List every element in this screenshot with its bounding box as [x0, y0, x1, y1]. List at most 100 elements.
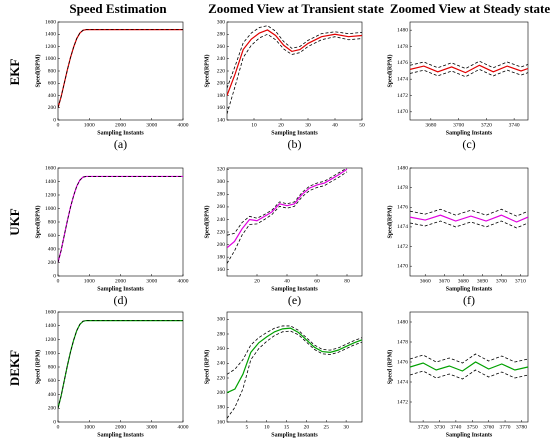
- x-tick-label: 2000: [115, 278, 126, 284]
- y-tick-label: 1478: [397, 339, 408, 345]
- y-tick-label: 1400: [45, 179, 56, 185]
- y-tick-label: 0: [53, 117, 56, 123]
- x-tick-label: 40: [332, 122, 338, 128]
- y-tick-label: 240: [217, 361, 226, 367]
- series-line: [227, 33, 362, 114]
- y-tick-label: 260: [217, 44, 226, 50]
- y-tick-label: 1476: [397, 60, 408, 66]
- y-tick-label: 1472: [397, 399, 408, 405]
- x-tick-label: 3720: [481, 122, 492, 128]
- y-tick-label: 320: [217, 167, 226, 173]
- y-tick-label: 600: [48, 378, 57, 384]
- y-tick-label: 1472: [397, 244, 408, 250]
- x-tick-label: 4000: [178, 278, 189, 284]
- x-tick-label: 3700: [453, 122, 464, 128]
- series-line: [227, 171, 348, 264]
- y-tick-label: 1000: [45, 351, 56, 357]
- y-tick-label: 180: [217, 93, 226, 99]
- y-tick-label: 1600: [45, 309, 56, 315]
- plot-frame: [57, 167, 184, 277]
- series-line: [410, 60, 528, 69]
- x-tick-label: 1000: [84, 122, 95, 128]
- y-tick-label: 600: [48, 233, 57, 239]
- row-label: DEKF: [7, 350, 22, 386]
- y-tick-label: 160: [217, 267, 226, 273]
- x-axis-label: Sampling Instants: [271, 286, 318, 292]
- y-axis-label: Speed(RPM): [386, 206, 393, 239]
- plot-frame: [226, 21, 363, 121]
- x-tick-label: 0: [57, 278, 60, 284]
- series-line: [227, 29, 362, 96]
- series-line: [410, 214, 528, 223]
- x-tick-label: 3680: [458, 278, 469, 284]
- series-line: [227, 330, 362, 419]
- x-tick-label: 3720: [418, 424, 429, 430]
- series-line: [58, 176, 183, 263]
- y-tick-label: 1474: [397, 379, 408, 385]
- y-tick-label: 1400: [45, 323, 56, 329]
- y-tick-label: 1000: [45, 206, 56, 212]
- y-tick-label: 200: [217, 242, 226, 248]
- plot-frame: [226, 167, 363, 277]
- x-tick-label: 20: [304, 424, 310, 430]
- x-tick-label: 0: [57, 122, 60, 128]
- y-tick-label: 300: [217, 317, 226, 323]
- x-axis-label: Sampling Instants: [271, 432, 318, 438]
- x-tick-label: 3000: [146, 278, 157, 284]
- x-tick-label: 4000: [178, 122, 189, 128]
- y-tick-label: 1480: [397, 27, 408, 33]
- x-tick-label: 3740: [450, 424, 461, 430]
- y-tick-label: 240: [217, 217, 226, 223]
- y-tick-label: 220: [217, 375, 226, 381]
- x-tick-label: 30: [305, 122, 311, 128]
- panel-caption: (e): [288, 293, 301, 307]
- series-line: [410, 68, 528, 78]
- column-title: Zoomed View at Steady state: [390, 1, 550, 16]
- x-tick-label: 4000: [178, 424, 189, 430]
- y-tick-label: 0: [53, 273, 56, 279]
- y-tick-label: 1000: [45, 56, 56, 62]
- y-tick-label: 800: [48, 68, 57, 74]
- row-label: EKF: [7, 59, 22, 86]
- x-axis-label: Sampling Instants: [97, 432, 144, 438]
- x-tick-label: 3770: [500, 424, 511, 430]
- series-line: [227, 25, 362, 89]
- row-label: UKF: [7, 208, 22, 236]
- x-tick-label: 3700: [496, 278, 507, 284]
- panel-caption: (f): [463, 293, 475, 307]
- y-tick-label: 1474: [397, 224, 408, 230]
- y-tick-label: 0: [53, 419, 56, 425]
- column-title: Zoomed View at Transient state: [208, 1, 384, 16]
- x-tick-label: 30: [343, 424, 349, 430]
- x-tick-label: 20: [278, 122, 284, 128]
- x-tick-label: 3000: [146, 424, 157, 430]
- x-tick-label: 5: [245, 424, 248, 430]
- series-line: [58, 320, 183, 409]
- series-line: [410, 64, 528, 74]
- y-tick-label: 1600: [45, 19, 56, 25]
- plot-frame: [226, 311, 363, 423]
- y-tick-label: 220: [217, 229, 226, 235]
- y-tick-label: 1472: [397, 93, 408, 99]
- series-line: [58, 29, 183, 108]
- y-axis-label: Speed(RPM): [203, 206, 210, 239]
- y-tick-label: 1478: [397, 44, 408, 50]
- y-tick-label: 300: [217, 19, 226, 25]
- x-tick-label: 1000: [84, 424, 95, 430]
- y-axis-label: Speed(RPM): [203, 55, 210, 88]
- y-tick-label: 200: [217, 81, 226, 87]
- x-tick-label: 3680: [425, 122, 436, 128]
- plot-frame: [409, 167, 529, 277]
- panel-caption: (a): [114, 137, 127, 151]
- series-line: [227, 325, 362, 375]
- x-tick-label: 10: [264, 424, 270, 430]
- x-tick-label: 0: [57, 424, 60, 430]
- x-tick-label: 2000: [115, 122, 126, 128]
- x-tick-label: 20: [254, 278, 260, 284]
- y-tick-label: 200: [48, 406, 57, 412]
- series-line: [410, 208, 528, 217]
- x-tick-label: 40: [284, 278, 290, 284]
- y-tick-label: 1600: [45, 165, 56, 171]
- y-axis-label: Speed (RPM): [386, 350, 393, 385]
- y-axis-label: Speed (RPM): [34, 350, 41, 385]
